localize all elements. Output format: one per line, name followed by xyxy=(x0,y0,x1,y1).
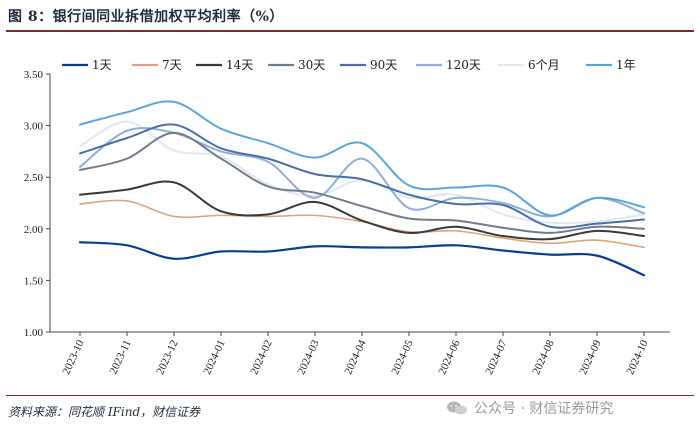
source-note: 资料来源：同花顺 IFind，财信证券 xyxy=(8,405,201,419)
x-tick-label: 2023-12 xyxy=(154,338,180,376)
source-divider xyxy=(6,395,694,396)
y-axis: 1.00 1.50 2.00 2.50 3.00 3.50 xyxy=(24,69,51,339)
y-tick-label: 3.50 xyxy=(24,69,44,81)
x-tick-label: 2023-10 xyxy=(60,338,87,377)
series-layer xyxy=(78,100,646,277)
wechat-icon xyxy=(447,401,467,415)
x-tick-label: 2024-10 xyxy=(624,338,651,377)
y-tick-label: 1.50 xyxy=(24,275,44,287)
x-axis: 2023-10 2023-11 2023-12 2024-01 2024-02 2024-… xyxy=(50,331,670,377)
series-line-120天 xyxy=(79,127,645,218)
x-tick-label: 2024-01 xyxy=(201,338,227,376)
legend-label: 6个月 xyxy=(528,58,560,72)
legend-label: 30天 xyxy=(298,58,325,72)
legend-label: 7天 xyxy=(162,58,182,72)
x-tick-label: 2024-08 xyxy=(530,338,557,377)
legend-label: 120天 xyxy=(446,58,481,72)
legend-label: 1年 xyxy=(616,58,636,72)
title-divider xyxy=(6,30,694,32)
series-line-1天 xyxy=(78,241,646,277)
x-tick-label: 2024-06 xyxy=(436,338,463,377)
x-tick-label: 2024-04 xyxy=(342,338,369,377)
series-line-90天 xyxy=(79,123,645,229)
x-tick-label: 2024-07 xyxy=(483,338,510,377)
series-line-1年 xyxy=(79,100,645,217)
x-tick-label: 2024-05 xyxy=(389,338,416,377)
legend-label: 90天 xyxy=(370,58,397,72)
x-tick-label: 2024-03 xyxy=(295,338,322,377)
legend-label: 14天 xyxy=(226,58,253,72)
x-tick-label: 2024-02 xyxy=(248,338,274,376)
series-line-30天 xyxy=(79,131,645,234)
series-line-14天 xyxy=(79,180,645,241)
watermark: 公众号 · 财信证券研究 xyxy=(446,398,613,418)
chart-legend: 1天 7天 14天 30天 90天 120天 6个月 1年 xyxy=(62,58,636,72)
y-tick-label: 3.00 xyxy=(24,121,44,133)
line-chart: 1天 7天 14天 30天 90天 120天 6个月 1年 1.00 1.50 2.00 2.50 3… xyxy=(24,58,670,377)
watermark-text: 公众号 · 财信证券研究 xyxy=(474,401,614,417)
figure-title: 图 8：银行间同业拆借加权平均利率（%） xyxy=(8,9,284,25)
y-tick-label: 2.00 xyxy=(24,224,44,236)
x-tick-label: 2024-09 xyxy=(577,338,604,377)
y-tick-label: 1.00 xyxy=(24,327,44,339)
y-tick-label: 2.50 xyxy=(24,172,44,184)
x-tick-label: 2023-11 xyxy=(108,338,134,376)
series-line-6个月 xyxy=(79,120,645,225)
legend-label: 1天 xyxy=(92,58,112,72)
